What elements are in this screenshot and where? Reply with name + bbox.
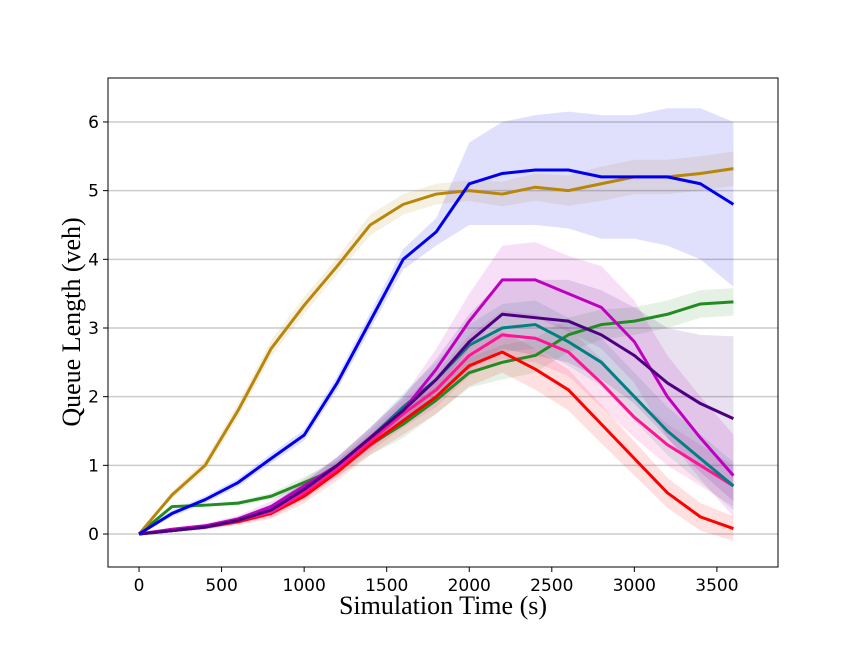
error-band bbox=[139, 151, 734, 535]
y-tick-label: 5 bbox=[88, 182, 99, 202]
x-tick-label: 0 bbox=[134, 576, 145, 596]
x-tick-label: 3500 bbox=[695, 576, 738, 596]
plot-frame bbox=[107, 77, 779, 568]
series-line bbox=[138, 300, 734, 536]
x-tick-label: 2000 bbox=[448, 576, 491, 596]
y-tick-label: 3 bbox=[88, 319, 99, 339]
series-line bbox=[138, 168, 735, 536]
error-band bbox=[139, 279, 734, 535]
y-tick-label: 4 bbox=[88, 250, 99, 270]
error-band bbox=[139, 300, 734, 535]
x-axis-label: Simulation Time (s) bbox=[339, 591, 547, 620]
x-tick-label: 2500 bbox=[530, 576, 573, 596]
x-tick-label: 1000 bbox=[283, 576, 326, 596]
y-tick-label: 0 bbox=[88, 525, 99, 545]
error-band bbox=[139, 108, 734, 535]
y-tick-label: 6 bbox=[88, 113, 99, 133]
y-tick-label: 1 bbox=[88, 456, 99, 476]
x-tick-label: 3000 bbox=[613, 576, 656, 596]
x-tick-label: 1500 bbox=[365, 576, 408, 596]
y-axis-label: Queue Length (veh) bbox=[57, 217, 86, 426]
x-tick-label: 500 bbox=[205, 576, 237, 596]
y-tick-label: 2 bbox=[88, 388, 99, 408]
error-band bbox=[139, 288, 734, 535]
series-line bbox=[138, 312, 735, 536]
